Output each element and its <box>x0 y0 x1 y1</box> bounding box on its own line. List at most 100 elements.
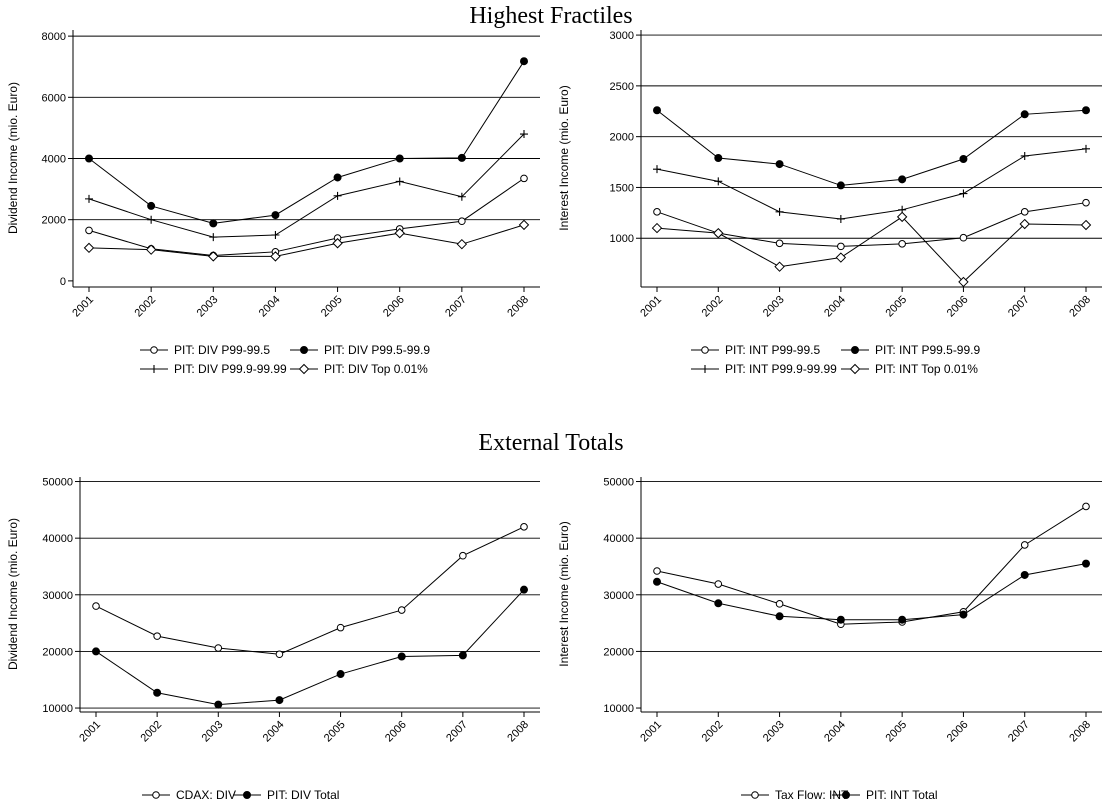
x-tick-label: 2006 <box>381 294 407 320</box>
data-point <box>837 242 845 251</box>
series-line <box>95 526 525 655</box>
y-axis-label: Interest Income (mio. Euro) <box>557 85 571 230</box>
data-point <box>713 227 724 239</box>
legend-label: PIT: DIV P99-99.5 <box>174 343 270 357</box>
y-tick-label: 20000 <box>603 646 634 658</box>
data-point <box>92 647 100 656</box>
data-point <box>397 606 406 614</box>
legend: CDAX: DIV PIT: DIV Total <box>142 788 339 802</box>
legend-item: PIT: INT Top 0.01% <box>841 362 978 376</box>
data-point <box>336 670 345 679</box>
y-tick-label: 30000 <box>603 590 634 602</box>
series-pit-int-p99-9-99-99 <box>653 144 1090 223</box>
data-point <box>1019 218 1030 230</box>
x-tick-label: 2001 <box>638 719 664 745</box>
data-point <box>458 651 467 660</box>
data-point <box>714 177 723 186</box>
legend-marker <box>300 346 308 354</box>
y-tick-label: 10000 <box>42 703 73 715</box>
y-tick-label: 3000 <box>610 30 634 42</box>
x-tick-label: 2006 <box>945 294 971 320</box>
data-point <box>395 177 404 186</box>
data-point <box>458 217 466 226</box>
chart-dividend-totals: 10000 20000 30000 40000 50000 Dividend Income… <box>6 477 540 802</box>
data-point <box>394 227 405 239</box>
x-tick-label: 2003 <box>761 719 787 745</box>
legend-label: PIT: DIV Total <box>267 788 339 802</box>
data-point <box>1020 110 1029 119</box>
data-point <box>395 154 404 163</box>
data-point <box>836 214 845 223</box>
data-point <box>520 585 528 594</box>
y-tick-label: 4000 <box>42 154 66 166</box>
y-tick-label: 40000 <box>603 533 634 545</box>
x-tick-label: 2007 <box>444 719 470 745</box>
data-point <box>898 615 907 624</box>
series-line <box>656 216 1087 283</box>
legend-item: PIT: DIV Top 0.01% <box>290 362 428 376</box>
data-point <box>653 577 661 586</box>
data-point <box>714 599 723 608</box>
data-point <box>959 155 968 164</box>
x-tick-label: 2005 <box>322 719 348 745</box>
legend-item: PIT: INT P99.9-99.99 <box>691 362 837 376</box>
data-point <box>898 240 906 248</box>
legend-marker <box>701 346 709 354</box>
data-point <box>147 215 156 224</box>
data-point <box>456 238 468 250</box>
data-point <box>270 251 281 262</box>
x-tick-label: 2008 <box>505 294 531 320</box>
x-tick-label: 2004 <box>261 719 287 745</box>
x-tick-label: 2007 <box>1006 294 1032 320</box>
y-tick-label: 40000 <box>42 533 73 545</box>
y-tick-label: 8000 <box>42 31 66 43</box>
data-point <box>653 165 661 174</box>
data-point <box>457 153 466 162</box>
data-point <box>651 222 663 234</box>
data-point <box>836 181 845 190</box>
data-point <box>275 696 284 705</box>
data-point <box>518 219 530 231</box>
legend-marker <box>851 346 859 354</box>
data-point <box>775 612 784 621</box>
y-tick-label: 6000 <box>42 92 66 104</box>
legend-marker <box>243 791 251 799</box>
data-point <box>1082 198 1090 207</box>
x-tick-label: 2004 <box>822 294 848 320</box>
data-point <box>958 276 969 288</box>
data-point <box>714 580 723 588</box>
legend-item: PIT: DIV P99.5-99.9 <box>290 343 430 357</box>
data-point <box>959 610 968 619</box>
y-tick-label: 0 <box>60 276 66 288</box>
legend-item: PIT: INT P99.5-99.9 <box>841 343 980 357</box>
x-tick-label: 2004 <box>257 294 283 320</box>
series-line <box>88 224 525 257</box>
legend-marker <box>152 791 160 799</box>
x-tick-label: 2002 <box>132 294 158 320</box>
series-line <box>95 589 525 706</box>
legend-label: PIT: INT Top 0.01% <box>875 362 978 376</box>
y-tick-label: 2500 <box>610 81 634 93</box>
legend-label: PIT: DIV P99.9-99.99 <box>174 362 287 376</box>
legend-label: PIT: INT Total <box>866 788 938 802</box>
data-point <box>85 194 93 203</box>
legend-item: CDAX: DIV <box>142 788 236 802</box>
data-point <box>1080 219 1092 231</box>
legend-marker <box>842 791 850 799</box>
legend-item: PIT: DIV P99.9-99.99 <box>140 362 287 376</box>
data-point <box>520 130 528 139</box>
data-point <box>775 160 784 169</box>
x-tick-label: 2005 <box>883 719 909 745</box>
data-point <box>1082 144 1090 153</box>
series-line <box>656 563 1087 621</box>
legend-item: PIT: INT P99-99.5 <box>691 343 820 357</box>
legend-item: PIT: DIV Total <box>233 788 339 802</box>
data-point <box>333 173 342 182</box>
x-tick-label: 2003 <box>195 294 221 320</box>
x-tick-label: 2008 <box>505 719 531 745</box>
legend: Tax Flow: INT PIT: INT Total <box>741 788 938 802</box>
data-point <box>145 244 157 255</box>
legend-item: PIT: INT Total <box>832 788 938 802</box>
data-point <box>83 242 95 254</box>
y-tick-label: 10000 <box>603 703 634 715</box>
